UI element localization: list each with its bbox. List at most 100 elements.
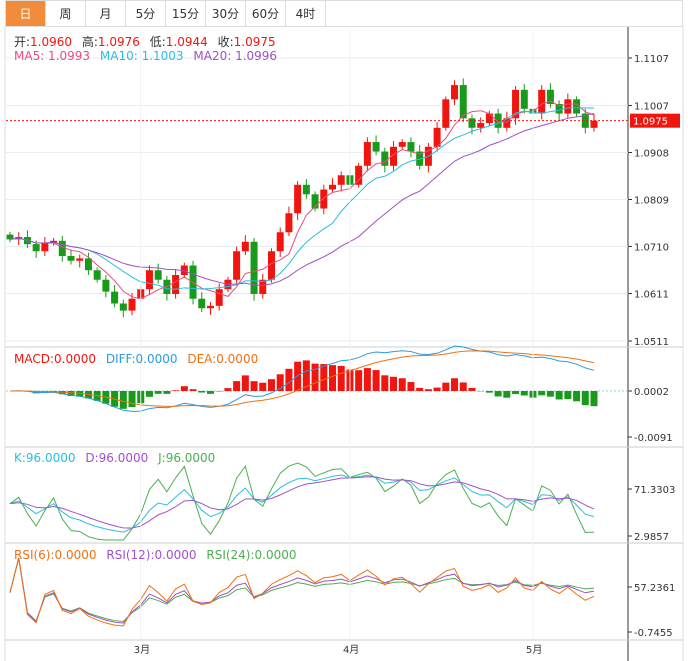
x-axis-label: 5月 [526,644,542,656]
candle-body [590,120,598,128]
macd-bar [494,391,502,397]
ohlc-legend: 开:1.0960 高:1.0976 低:1.0944 收:1.0975 [14,33,282,50]
last-price-label: 1.0975 [633,117,668,128]
tab-7[interactable]: 4时 [286,1,326,26]
candle-body [555,104,563,114]
x-axis-label: 4月 [343,644,359,656]
ma20-line [9,112,595,286]
open-label: 开: [14,35,31,49]
macd-bar [555,391,563,400]
tab-1[interactable]: 周 [46,1,86,26]
macd-bar [581,391,589,406]
macd-bar [407,382,415,391]
macd-bar [206,391,214,394]
macd-bar [163,391,171,394]
tab-6[interactable]: 60分 [246,1,286,26]
tab-3[interactable]: 5分 [126,1,166,26]
candle-body [355,165,363,185]
candle-body [459,85,467,119]
candle-body [538,89,546,114]
rsi24-line [9,557,595,623]
macd-bar [128,391,136,408]
candle-body [102,279,110,292]
macd-bar [337,365,345,391]
macd-bar [154,391,162,394]
candle-body [311,194,319,209]
macd-bar [390,376,398,391]
macd-tick-label: 0.0002 [634,387,669,398]
candle-body [259,279,267,294]
candle-body [442,99,450,128]
macd-bar [363,368,371,391]
candle-body [294,184,302,214]
price-tick-label: 1.1107 [634,54,669,65]
candle-body [233,251,241,280]
tab-0[interactable]: 日 [6,1,46,26]
macd-bar [372,370,380,391]
candle-body [172,274,180,294]
rsi6-line [9,557,595,627]
rsi12-line [9,557,595,624]
close-value: 1.0975 [233,35,276,49]
macd-bar [267,379,275,391]
candle-body [512,89,520,119]
dea-line [9,350,595,407]
candle-body [215,289,223,306]
macd-bar [433,387,441,391]
macd-bar [468,387,476,391]
macd-bar [573,391,581,402]
macd-bar [241,375,249,391]
ma5-value: MA5: 1.0993 [14,49,91,63]
tab-4[interactable]: 15分 [166,1,206,26]
candle-body [564,99,572,114]
macd-bar [198,391,206,393]
macd-bar [233,381,241,391]
candle-body [128,298,136,311]
candle-body [154,270,162,280]
close-label: 收: [217,35,234,49]
period-tabs: 日周月 5分 15分 30分 60分 4时 [5,0,683,27]
candle-body [329,184,337,190]
candle-body [390,146,398,166]
macd-bar [58,391,66,395]
candle-body [84,258,92,271]
high-value: 1.0976 [97,35,140,49]
macd-bar [459,382,467,391]
price-tick-label: 1.1007 [634,101,669,112]
j-value: J:96.0000 [158,451,216,465]
macd-bar [172,390,180,391]
candle-body [433,127,441,147]
candle-body [451,85,459,100]
macd-bar [276,374,284,391]
macd-tick-label: -0.0091 [634,433,673,444]
d-line [9,476,595,529]
macd-value: MACD:0.0000 [14,352,97,366]
macd-bar [355,370,363,391]
candle-body [485,113,493,124]
x-axis-label: 3月 [134,644,150,656]
macd-bar [189,389,197,391]
j-line [9,462,595,541]
tab-2[interactable]: 月 [86,1,126,26]
macd-bar [294,361,302,391]
candle-body [198,298,206,309]
low-label: 低: [149,35,166,49]
candle-body [206,305,214,309]
open-value: 1.0960 [30,35,73,49]
candle-body [407,142,415,152]
candle-body [76,258,84,261]
tab-5[interactable]: 30分 [206,1,246,26]
rsi-legend: RSI(6):0.0000 RSI(12):0.0000 RSI(24):0.0… [14,548,303,562]
price-tick-label: 1.0809 [634,196,669,207]
macd-bar [119,391,127,409]
macd-bar [302,360,310,391]
k-value: K:96.0000 [14,451,76,465]
d-value: D:96.0000 [85,451,149,465]
candle-body [285,213,293,233]
candle-body [32,244,40,252]
macd-bar [564,391,572,400]
candle-body [180,265,188,275]
macd-bar [250,381,258,391]
price-tick-label: 1.0710 [634,243,669,254]
